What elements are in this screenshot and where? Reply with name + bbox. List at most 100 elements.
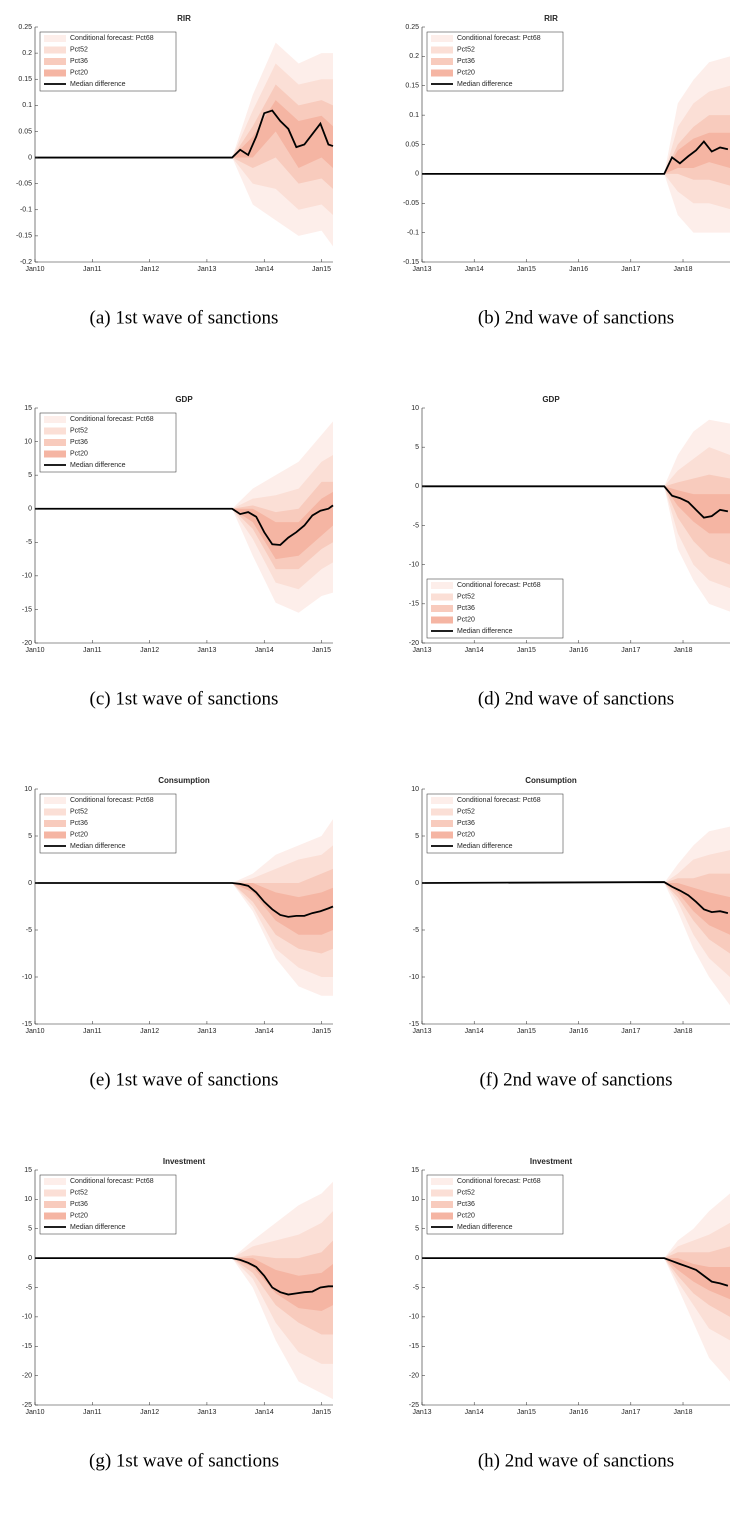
x-tick-label: Jan15	[312, 266, 331, 273]
caption: (a) 1st wave of sanctions	[90, 307, 279, 328]
y-tick-label: -0.1	[407, 229, 419, 236]
y-tick-label: 0.2	[22, 50, 32, 57]
y-tick-label: -0.15	[403, 259, 419, 266]
legend-swatch	[44, 439, 66, 446]
x-tick-label: Jan14	[255, 1409, 274, 1416]
legend-label: Pct20	[70, 450, 88, 457]
x-tick-label: Jan18	[673, 1028, 692, 1035]
legend-swatch	[44, 1201, 66, 1208]
y-tick-label: 15	[24, 405, 32, 412]
caption: (f) 2nd wave of sanctions	[479, 1069, 672, 1090]
y-tick-label: 5	[28, 1226, 32, 1233]
y-tick-label: 5	[415, 833, 419, 840]
legend-swatch	[44, 416, 66, 423]
x-tick-label: Jan17	[621, 266, 640, 273]
x-tick-label: Jan15	[517, 1028, 536, 1035]
y-tick-label: 0.25	[18, 24, 32, 31]
legend-label: Pct36	[457, 820, 475, 827]
x-tick-label: Jan14	[465, 1028, 484, 1035]
y-tick-label: 0	[415, 1255, 419, 1262]
x-tick-label: Jan13	[412, 266, 431, 273]
x-tick-label: Jan16	[569, 266, 588, 273]
legend-label: Conditional forecast: Pct68	[70, 797, 154, 804]
legend-swatch	[431, 831, 453, 839]
legend-swatch	[431, 797, 453, 804]
x-tick-label: Jan14	[255, 647, 274, 654]
legend-swatch	[431, 46, 453, 54]
legend-swatch	[44, 1212, 66, 1220]
fan-band	[664, 883, 730, 935]
y-tick-label: -10	[409, 1314, 419, 1321]
y-tick-label: -10	[409, 562, 419, 569]
legend-swatch	[431, 820, 453, 827]
legend-swatch	[44, 35, 66, 42]
y-tick-label: 10	[24, 438, 32, 445]
y-tick-label: -20	[409, 640, 419, 647]
legend-label: Median difference	[70, 462, 126, 469]
median-line	[35, 504, 334, 546]
legend-label: Median difference	[70, 81, 126, 88]
y-tick-label: -0.05	[403, 200, 419, 207]
y-tick-label: 0.25	[405, 24, 419, 31]
median-line	[422, 1257, 729, 1287]
legend-label: Pct52	[70, 1189, 88, 1196]
fan-band	[232, 491, 333, 560]
y-tick-label: -5	[26, 1284, 32, 1291]
legend-label: Median difference	[457, 843, 513, 850]
legend-label: Pct52	[457, 1189, 475, 1196]
y-tick-label: -5	[26, 539, 32, 546]
y-tick-label: 0.2	[409, 53, 419, 60]
legend-swatch	[44, 46, 66, 54]
chart-title: GDP	[175, 395, 193, 404]
legend-label: Pct52	[457, 46, 475, 53]
fan-band	[232, 100, 333, 168]
legend-swatch	[431, 69, 453, 77]
y-tick-label: 0.15	[18, 76, 32, 83]
legend-label: Pct52	[457, 593, 475, 600]
legend-swatch	[44, 58, 66, 65]
legend-label: Conditional forecast: Pct68	[457, 35, 541, 42]
x-tick-label: Jan13	[197, 1028, 216, 1035]
y-tick-label: 0.15	[405, 83, 419, 90]
y-tick-label: -10	[22, 573, 32, 580]
legend-swatch	[44, 1189, 66, 1197]
x-tick-label: Jan13	[412, 1028, 431, 1035]
y-tick-label: 10	[24, 786, 32, 793]
x-tick-label: Jan13	[197, 1409, 216, 1416]
median-line	[422, 485, 729, 519]
legend-label: Pct20	[457, 69, 475, 76]
x-tick-label: Jan13	[412, 1409, 431, 1416]
legend-label: Conditional forecast: Pct68	[70, 35, 154, 42]
y-tick-label: 5	[28, 472, 32, 479]
y-tick-label: -20	[22, 1372, 32, 1379]
legend-label: Pct36	[457, 58, 475, 65]
legend-label: Pct36	[70, 58, 88, 65]
legend-label: Pct36	[70, 439, 88, 446]
legend-label: Conditional forecast: Pct68	[457, 1178, 541, 1185]
legend-swatch	[431, 58, 453, 65]
x-tick-label: Jan15	[517, 647, 536, 654]
chart-title: Consumption	[158, 776, 210, 785]
legend-swatch	[44, 820, 66, 827]
chart-title: Consumption	[525, 776, 577, 785]
x-tick-label: Jan10	[25, 1409, 44, 1416]
legend-label: Pct20	[457, 831, 475, 838]
y-tick-label: 0	[28, 880, 32, 887]
x-tick-label: Jan17	[621, 1409, 640, 1416]
x-tick-label: Jan10	[25, 1028, 44, 1035]
x-tick-label: Jan15	[517, 1409, 536, 1416]
legend-label: Median difference	[457, 628, 513, 635]
x-tick-label: Jan17	[621, 647, 640, 654]
y-tick-label: 0	[28, 154, 32, 161]
legend-label: Conditional forecast: Pct68	[70, 1178, 154, 1185]
x-tick-label: Jan11	[83, 266, 102, 273]
legend-label: Pct20	[70, 69, 88, 76]
x-tick-label: Jan11	[83, 1028, 102, 1035]
caption: (c) 1st wave of sanctions	[90, 688, 279, 709]
legend-swatch	[44, 1178, 66, 1185]
legend-swatch	[44, 427, 66, 435]
legend-label: Conditional forecast: Pct68	[457, 797, 541, 804]
y-tick-label: -0.05	[16, 181, 32, 188]
x-tick-label: Jan16	[569, 1409, 588, 1416]
